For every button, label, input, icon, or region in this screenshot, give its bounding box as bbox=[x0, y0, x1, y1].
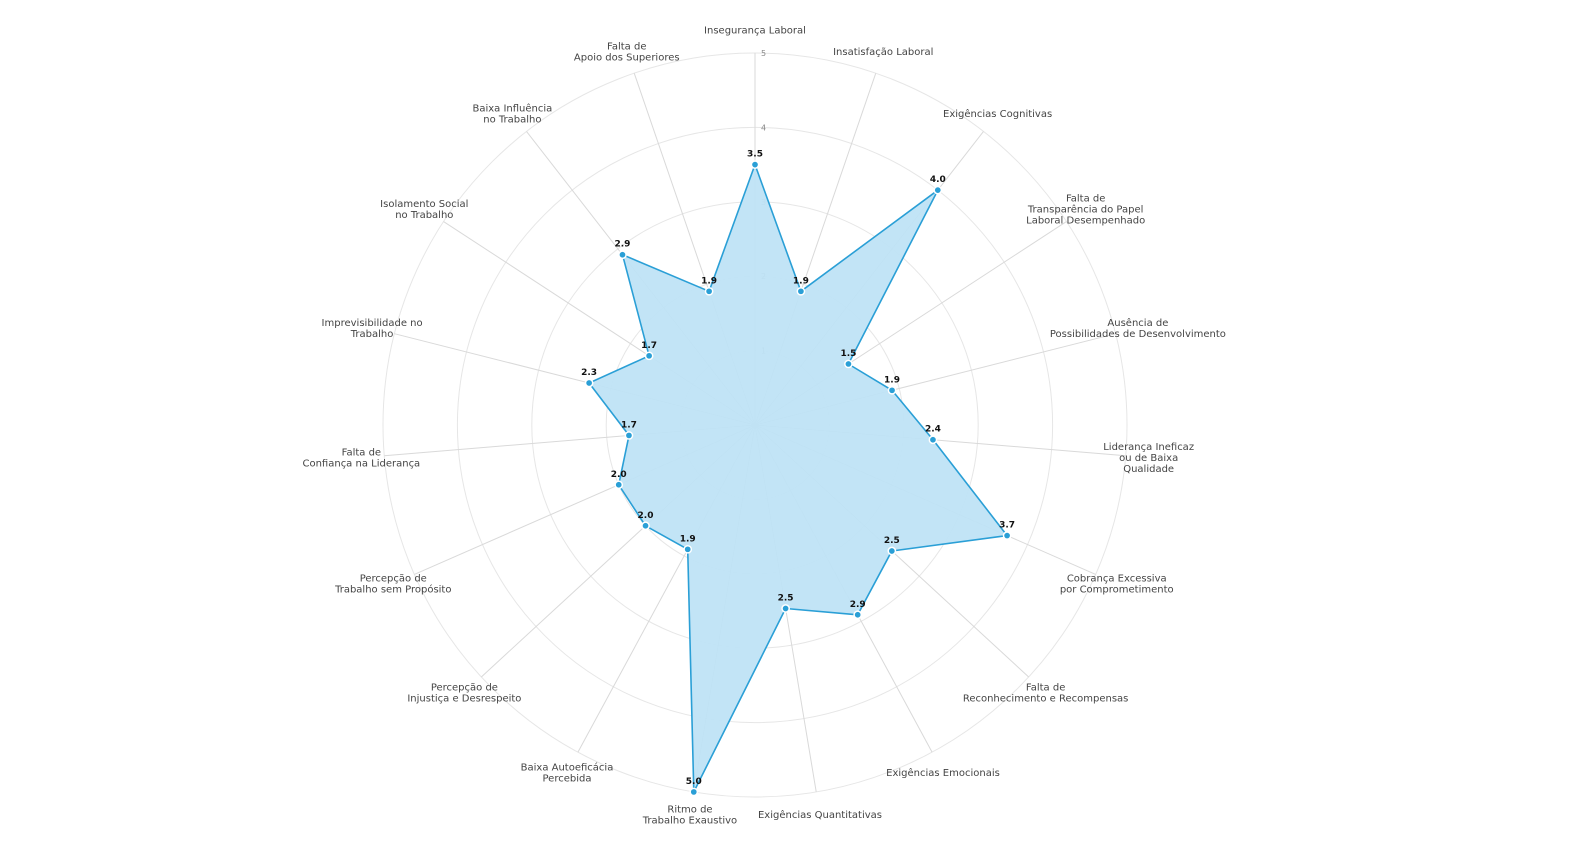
data-label-4: 1.9 bbox=[884, 375, 900, 385]
axis-label-layer: Insegurança Laboral Insatisfação Laboral E… bbox=[302, 26, 1225, 827]
data-point-4[interactable] bbox=[887, 385, 897, 395]
data-point-5[interactable] bbox=[928, 435, 938, 445]
tick-label-4: 4 bbox=[761, 123, 766, 132]
data-label-17: 2.9 bbox=[615, 240, 631, 250]
axis-label-17: Baixa Influência no Trabalho bbox=[472, 102, 552, 125]
data-label-0: 3.5 bbox=[747, 150, 763, 160]
data-label-12: 2.0 bbox=[638, 511, 654, 521]
data-label-7: 2.5 bbox=[884, 536, 900, 546]
data-label-10: 5.0 bbox=[686, 777, 702, 787]
data-label-13: 2.0 bbox=[611, 470, 627, 480]
data-point-17[interactable] bbox=[618, 250, 627, 260]
data-point-7[interactable] bbox=[887, 546, 897, 556]
data-point-9[interactable] bbox=[781, 604, 790, 613]
axis-label-16: Isolamento Social no Trabalho bbox=[380, 199, 468, 221]
axis-label-18: Falta de Apoio dos Superiores bbox=[574, 41, 680, 63]
data-point-8[interactable] bbox=[853, 610, 863, 620]
data-point-13[interactable] bbox=[614, 480, 624, 490]
axis-label-10: Ritmo de Trabalho Exaustivo bbox=[642, 805, 737, 827]
data-point-0[interactable] bbox=[750, 160, 760, 169]
axis-label-5: Liderança Ineficaz ou de Baixa Qualidade bbox=[1103, 442, 1194, 475]
data-point-layer: 3.5 1.9 4.0 1.5 1.9 2.4 3.7 2.5 2.9 2.5 5.0 1.9 2.0 2… bbox=[581, 150, 1015, 797]
axis-label-7: Falta de Reconhecimento e Recompensas bbox=[963, 683, 1129, 705]
axis-label-9: Exigências Quantitativas bbox=[758, 809, 882, 821]
data-label-11: 1.9 bbox=[680, 534, 696, 544]
data-label-1: 1.9 bbox=[793, 276, 809, 286]
data-label-5: 2.4 bbox=[925, 425, 941, 435]
data-point-14[interactable] bbox=[624, 431, 634, 440]
axis-label-12: Percepção de Injustiça e Desrespeito bbox=[407, 683, 521, 705]
data-point-16[interactable] bbox=[644, 351, 654, 361]
data-point-18[interactable] bbox=[704, 286, 714, 296]
axis-label-14: Falta de Confiança na Liderança bbox=[302, 448, 420, 470]
data-label-2: 4.0 bbox=[930, 175, 946, 185]
data-area bbox=[588, 163, 1008, 793]
data-label-14: 1.7 bbox=[621, 420, 637, 430]
data-point-12[interactable] bbox=[641, 521, 650, 531]
data-point-6[interactable] bbox=[1002, 531, 1012, 540]
axis-label-15: Imprevisibilidade no Trabalho bbox=[322, 318, 423, 340]
data-point-15[interactable] bbox=[584, 378, 594, 388]
axis-label-8: Exigências Emocionais bbox=[886, 767, 1000, 779]
data-point-2[interactable] bbox=[933, 185, 943, 195]
data-label-8: 2.9 bbox=[850, 600, 866, 610]
axis-label-11: Baixa Autoeficácia Percebida bbox=[521, 761, 614, 784]
data-label-3: 1.5 bbox=[840, 349, 856, 359]
axis-label-2: Exigências Cognitivas bbox=[943, 108, 1052, 120]
data-label-15: 2.3 bbox=[581, 368, 597, 378]
tick-label-5: 5 bbox=[761, 49, 766, 58]
data-point-3[interactable] bbox=[844, 359, 853, 369]
axis-label-0: Insegurança Laboral bbox=[704, 26, 806, 37]
data-label-9: 2.5 bbox=[778, 593, 794, 603]
data-point-1[interactable] bbox=[796, 286, 806, 296]
axis-label-3: Falta de Transparência do Papel Laboral De… bbox=[1026, 193, 1145, 226]
data-area-layer bbox=[588, 163, 1008, 793]
axis-label-13: Percepção de Trabalho sem Propósito bbox=[334, 574, 451, 596]
axis-label-4: Ausência de Possibilidades de Desenvolvim… bbox=[1050, 317, 1226, 340]
axis-label-6: Cobrança Excessiva por Comprometimento bbox=[1060, 574, 1174, 596]
data-label-6: 3.7 bbox=[999, 521, 1015, 531]
data-label-18: 1.9 bbox=[701, 276, 717, 286]
axis-label-1: Insatisfação Laboral bbox=[833, 47, 933, 58]
data-point-10[interactable] bbox=[689, 787, 699, 797]
data-point-11[interactable] bbox=[683, 544, 693, 554]
data-label-16: 1.7 bbox=[641, 341, 657, 351]
